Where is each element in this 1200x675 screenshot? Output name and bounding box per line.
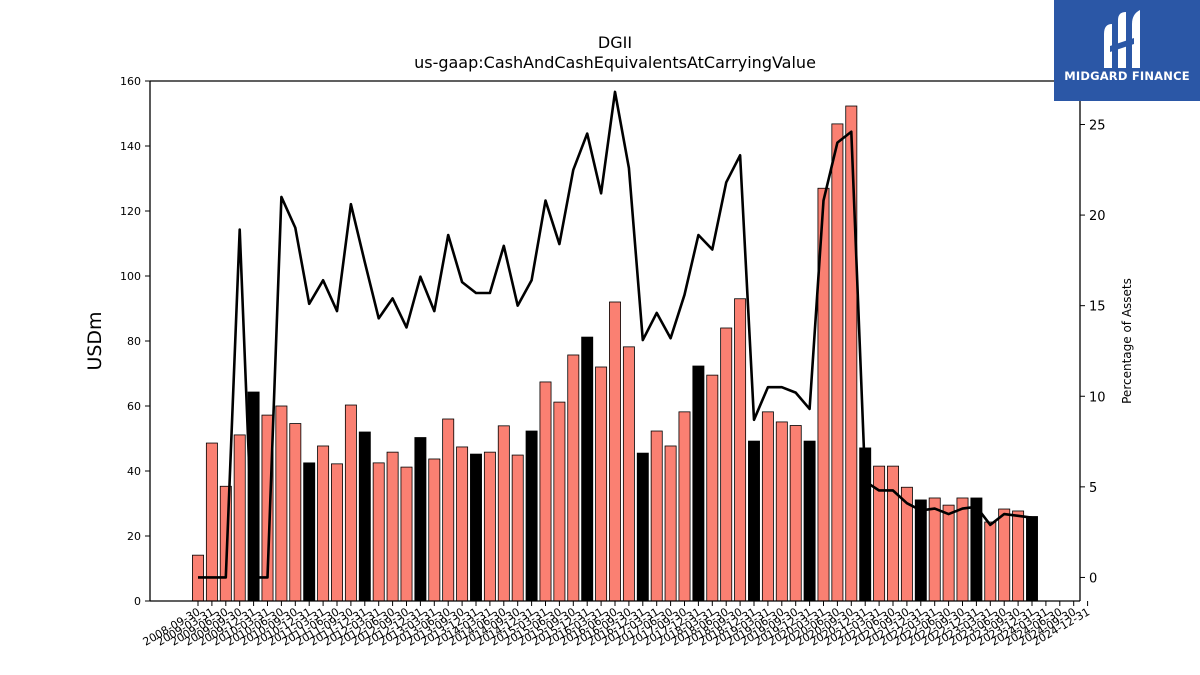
bar	[511, 454, 524, 602]
bar	[344, 404, 357, 602]
bar	[414, 437, 427, 602]
bar	[581, 336, 594, 602]
bar	[609, 301, 621, 602]
bar	[873, 465, 886, 602]
bar	[275, 405, 288, 602]
bar	[748, 440, 760, 602]
bar	[456, 446, 469, 602]
bar	[845, 105, 858, 602]
bar	[914, 499, 927, 602]
bar	[567, 354, 580, 602]
bar	[1026, 516, 1038, 602]
bar	[761, 411, 774, 602]
y-tick-label: 120	[120, 205, 141, 218]
bar	[831, 123, 844, 602]
bar	[317, 445, 330, 602]
y2-tick-label: 0	[1089, 571, 1097, 586]
bar	[636, 452, 649, 602]
y2-tick-label: 20	[1089, 209, 1106, 224]
bar	[539, 381, 552, 602]
y2-tick-label: 25	[1089, 118, 1106, 133]
bar	[358, 431, 371, 602]
y-tick-label: 20	[127, 530, 141, 543]
bar	[442, 418, 455, 602]
bar	[664, 445, 677, 602]
y2-tick-label: 5	[1089, 481, 1097, 496]
bar	[706, 374, 719, 602]
y-tick-label: 0	[134, 595, 141, 608]
bar	[595, 366, 608, 602]
y2-axis-label: Percentage of Assets	[1120, 278, 1134, 404]
y-tick-label: 80	[127, 335, 141, 348]
percentage-line	[198, 90, 1033, 579]
chart-subtitle: us-gaap:CashAndCashEquivalentsAtCarrying…	[414, 53, 816, 72]
bar	[400, 466, 413, 602]
bar	[998, 508, 1011, 602]
y-axis-label: USDm	[84, 311, 106, 370]
bar	[331, 463, 343, 602]
bar	[497, 425, 510, 602]
bar	[984, 521, 997, 602]
axes: 02040608010012014016005101520252008-09-3…	[120, 75, 1106, 649]
bar	[483, 451, 496, 602]
bar	[956, 497, 969, 602]
brand-logo: MIDGARD FINANCE	[1054, 0, 1200, 101]
bar	[720, 327, 733, 602]
bar	[233, 434, 246, 602]
chart-title: DGII	[598, 33, 632, 52]
bar	[887, 465, 899, 602]
bar	[372, 462, 385, 602]
bar	[1012, 510, 1025, 602]
bar	[386, 451, 399, 602]
y-tick-label: 60	[127, 400, 141, 413]
bar	[678, 411, 691, 602]
logo-text: MIDGARD FINANCE	[1064, 69, 1190, 83]
bar	[650, 430, 663, 602]
bar	[692, 365, 705, 602]
y-tick-label: 40	[127, 465, 141, 478]
bar-series	[192, 105, 1038, 602]
bar	[303, 462, 316, 602]
bar	[525, 430, 538, 602]
y2-tick-label: 15	[1089, 300, 1106, 315]
bar	[789, 425, 802, 602]
bar	[734, 298, 747, 602]
bar	[553, 401, 566, 602]
line-series	[198, 90, 1033, 579]
bar	[803, 440, 816, 602]
bar	[928, 497, 941, 602]
bar	[942, 504, 955, 602]
bar	[428, 458, 441, 602]
y-tick-label: 160	[120, 75, 141, 88]
bar	[775, 421, 788, 602]
y2-tick-label: 10	[1089, 390, 1106, 405]
y-tick-label: 100	[120, 270, 141, 283]
bar	[622, 346, 635, 602]
y-tick-label: 140	[120, 140, 141, 153]
bar	[289, 423, 302, 602]
bar	[470, 453, 482, 602]
logo-mark-icon	[1104, 10, 1140, 68]
